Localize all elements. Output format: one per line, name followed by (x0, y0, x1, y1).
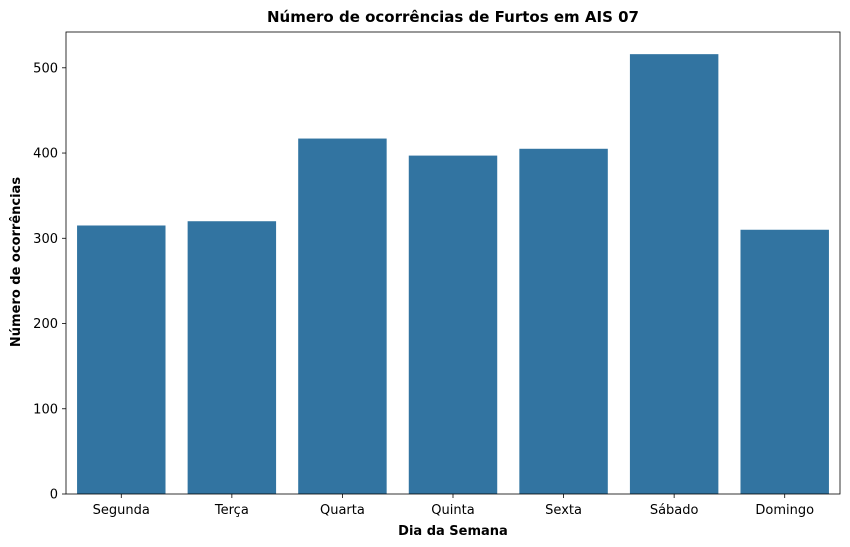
x-axis-label: Dia da Semana (398, 524, 508, 539)
x-tick-label: Quinta (431, 503, 474, 518)
bar-segunda (77, 225, 166, 495)
y-axis-label: Número de ocorrências (9, 177, 24, 347)
x-tick-label: Quarta (320, 503, 365, 518)
bar-terça (187, 221, 277, 494)
chart-title: Número de ocorrências de Furtos em AIS 0… (267, 8, 639, 26)
x-tick-label: Segunda (93, 503, 150, 518)
x-tick-label: Sexta (545, 503, 582, 518)
y-tick-label: 200 (33, 317, 58, 332)
x-tick-label: Domingo (755, 503, 814, 518)
bar-quinta (408, 155, 498, 494)
y-tick-label: 0 (50, 488, 58, 503)
y-tick-label: 300 (33, 232, 58, 247)
y-tick-label: 400 (33, 147, 58, 162)
y-tick-label: 100 (33, 402, 58, 417)
bar-quarta (298, 138, 387, 495)
bar-sexta (519, 148, 608, 494)
y-tick-label: 500 (33, 61, 58, 76)
x-tick-label: Sábado (650, 503, 699, 518)
plot-area: Segunda Terça Quarta Quinta Sexta Sábado Domin… (33, 31, 841, 518)
bar-domingo (740, 229, 829, 494)
bar-sábado (629, 54, 719, 495)
x-tick-label: Terça (214, 503, 249, 518)
